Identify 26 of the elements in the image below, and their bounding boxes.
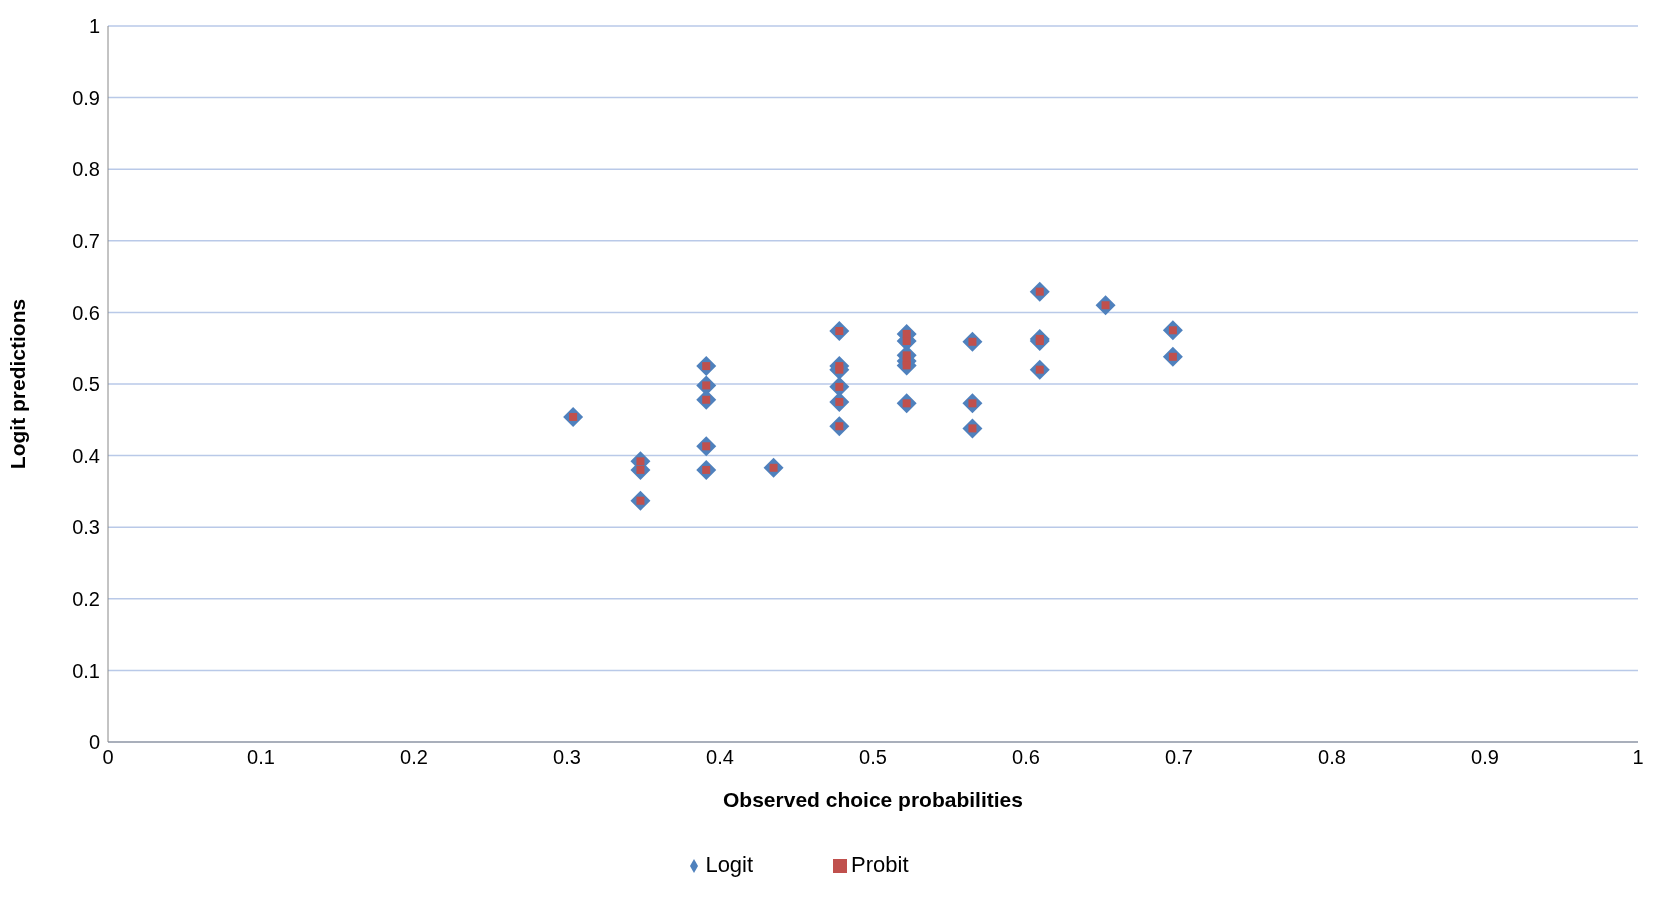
y-tick-label: 0.4 — [72, 444, 100, 467]
y-tick-label: 0.9 — [72, 86, 100, 109]
legend-label: Probit — [851, 852, 909, 877]
y-tick-label: 0.8 — [72, 158, 100, 181]
x-tick-label: 0.1 — [247, 746, 275, 769]
x-tick-label: 0.6 — [1012, 746, 1040, 769]
x-tick-label: 0.5 — [859, 746, 887, 769]
x-tick-label: 0 — [102, 746, 114, 769]
y-tick-label: 0.2 — [72, 587, 100, 610]
y-tick-label: 0 — [88, 731, 100, 754]
x-tick-label: 0.7 — [1165, 746, 1193, 769]
y-axis-title: Logit predictions — [6, 298, 30, 470]
x-tick-label: 0.4 — [706, 746, 734, 769]
legend-label: Logit — [705, 852, 754, 877]
y-tick-label: 1 — [88, 15, 100, 38]
y-tick-label: 0.3 — [72, 516, 100, 539]
x-tick-label: 0.9 — [1471, 746, 1499, 769]
y-tick-label: 0.1 — [72, 659, 100, 682]
x-tick-label: 0.8 — [1318, 746, 1346, 769]
x-tick-label: 0.3 — [553, 746, 581, 769]
x-tick-label: 1 — [1632, 746, 1644, 769]
x-tick-label: 0.2 — [400, 746, 428, 769]
y-tick-label: 0.6 — [72, 301, 100, 324]
x-axis-title: Observed choice probabilities — [723, 787, 1023, 811]
y-tick-label: 0.7 — [72, 229, 100, 252]
y-tick-label: 0.5 — [72, 373, 100, 396]
